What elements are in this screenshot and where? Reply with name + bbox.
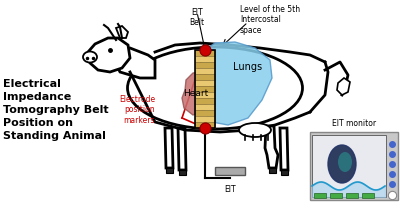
Polygon shape: [195, 104, 215, 110]
Polygon shape: [195, 80, 215, 86]
Text: EIT
Belt: EIT Belt: [190, 8, 204, 27]
Polygon shape: [195, 62, 215, 68]
Polygon shape: [179, 170, 186, 175]
Polygon shape: [310, 132, 398, 200]
Polygon shape: [195, 98, 215, 104]
Text: Level of the 5th
Intercostal
space: Level of the 5th Intercostal space: [240, 5, 300, 35]
Polygon shape: [195, 86, 215, 92]
Text: EIT: EIT: [224, 185, 236, 194]
Polygon shape: [88, 38, 130, 72]
Ellipse shape: [239, 123, 271, 137]
Bar: [346, 193, 358, 198]
FancyBboxPatch shape: [215, 167, 245, 175]
Ellipse shape: [328, 145, 356, 183]
Polygon shape: [265, 126, 278, 168]
Ellipse shape: [83, 52, 97, 62]
Polygon shape: [166, 168, 173, 173]
Bar: [314, 193, 326, 198]
Polygon shape: [195, 68, 215, 74]
Ellipse shape: [338, 152, 352, 172]
Polygon shape: [200, 42, 272, 125]
Polygon shape: [195, 50, 215, 56]
Text: Electrical
Impedance
Tomography Belt
Position on
Standing Animal: Electrical Impedance Tomography Belt Pos…: [3, 79, 109, 141]
Polygon shape: [116, 26, 128, 38]
Polygon shape: [195, 74, 215, 80]
Polygon shape: [195, 56, 215, 62]
Bar: [362, 193, 374, 198]
Text: Heart: Heart: [183, 88, 209, 98]
Polygon shape: [280, 128, 288, 170]
Ellipse shape: [128, 47, 302, 129]
Polygon shape: [178, 128, 186, 170]
Polygon shape: [182, 72, 210, 115]
Text: EIT monitor: EIT monitor: [332, 119, 376, 128]
Polygon shape: [165, 128, 173, 168]
Polygon shape: [115, 48, 155, 78]
Bar: [330, 193, 342, 198]
Polygon shape: [195, 110, 215, 116]
Polygon shape: [281, 170, 288, 175]
Polygon shape: [195, 116, 215, 122]
Polygon shape: [195, 92, 215, 98]
Polygon shape: [195, 122, 215, 128]
Text: Electrode
position
markers: Electrode position markers: [119, 95, 155, 125]
Polygon shape: [337, 78, 350, 95]
Text: Lungs: Lungs: [234, 62, 262, 72]
Polygon shape: [269, 168, 276, 173]
Polygon shape: [312, 135, 386, 197]
